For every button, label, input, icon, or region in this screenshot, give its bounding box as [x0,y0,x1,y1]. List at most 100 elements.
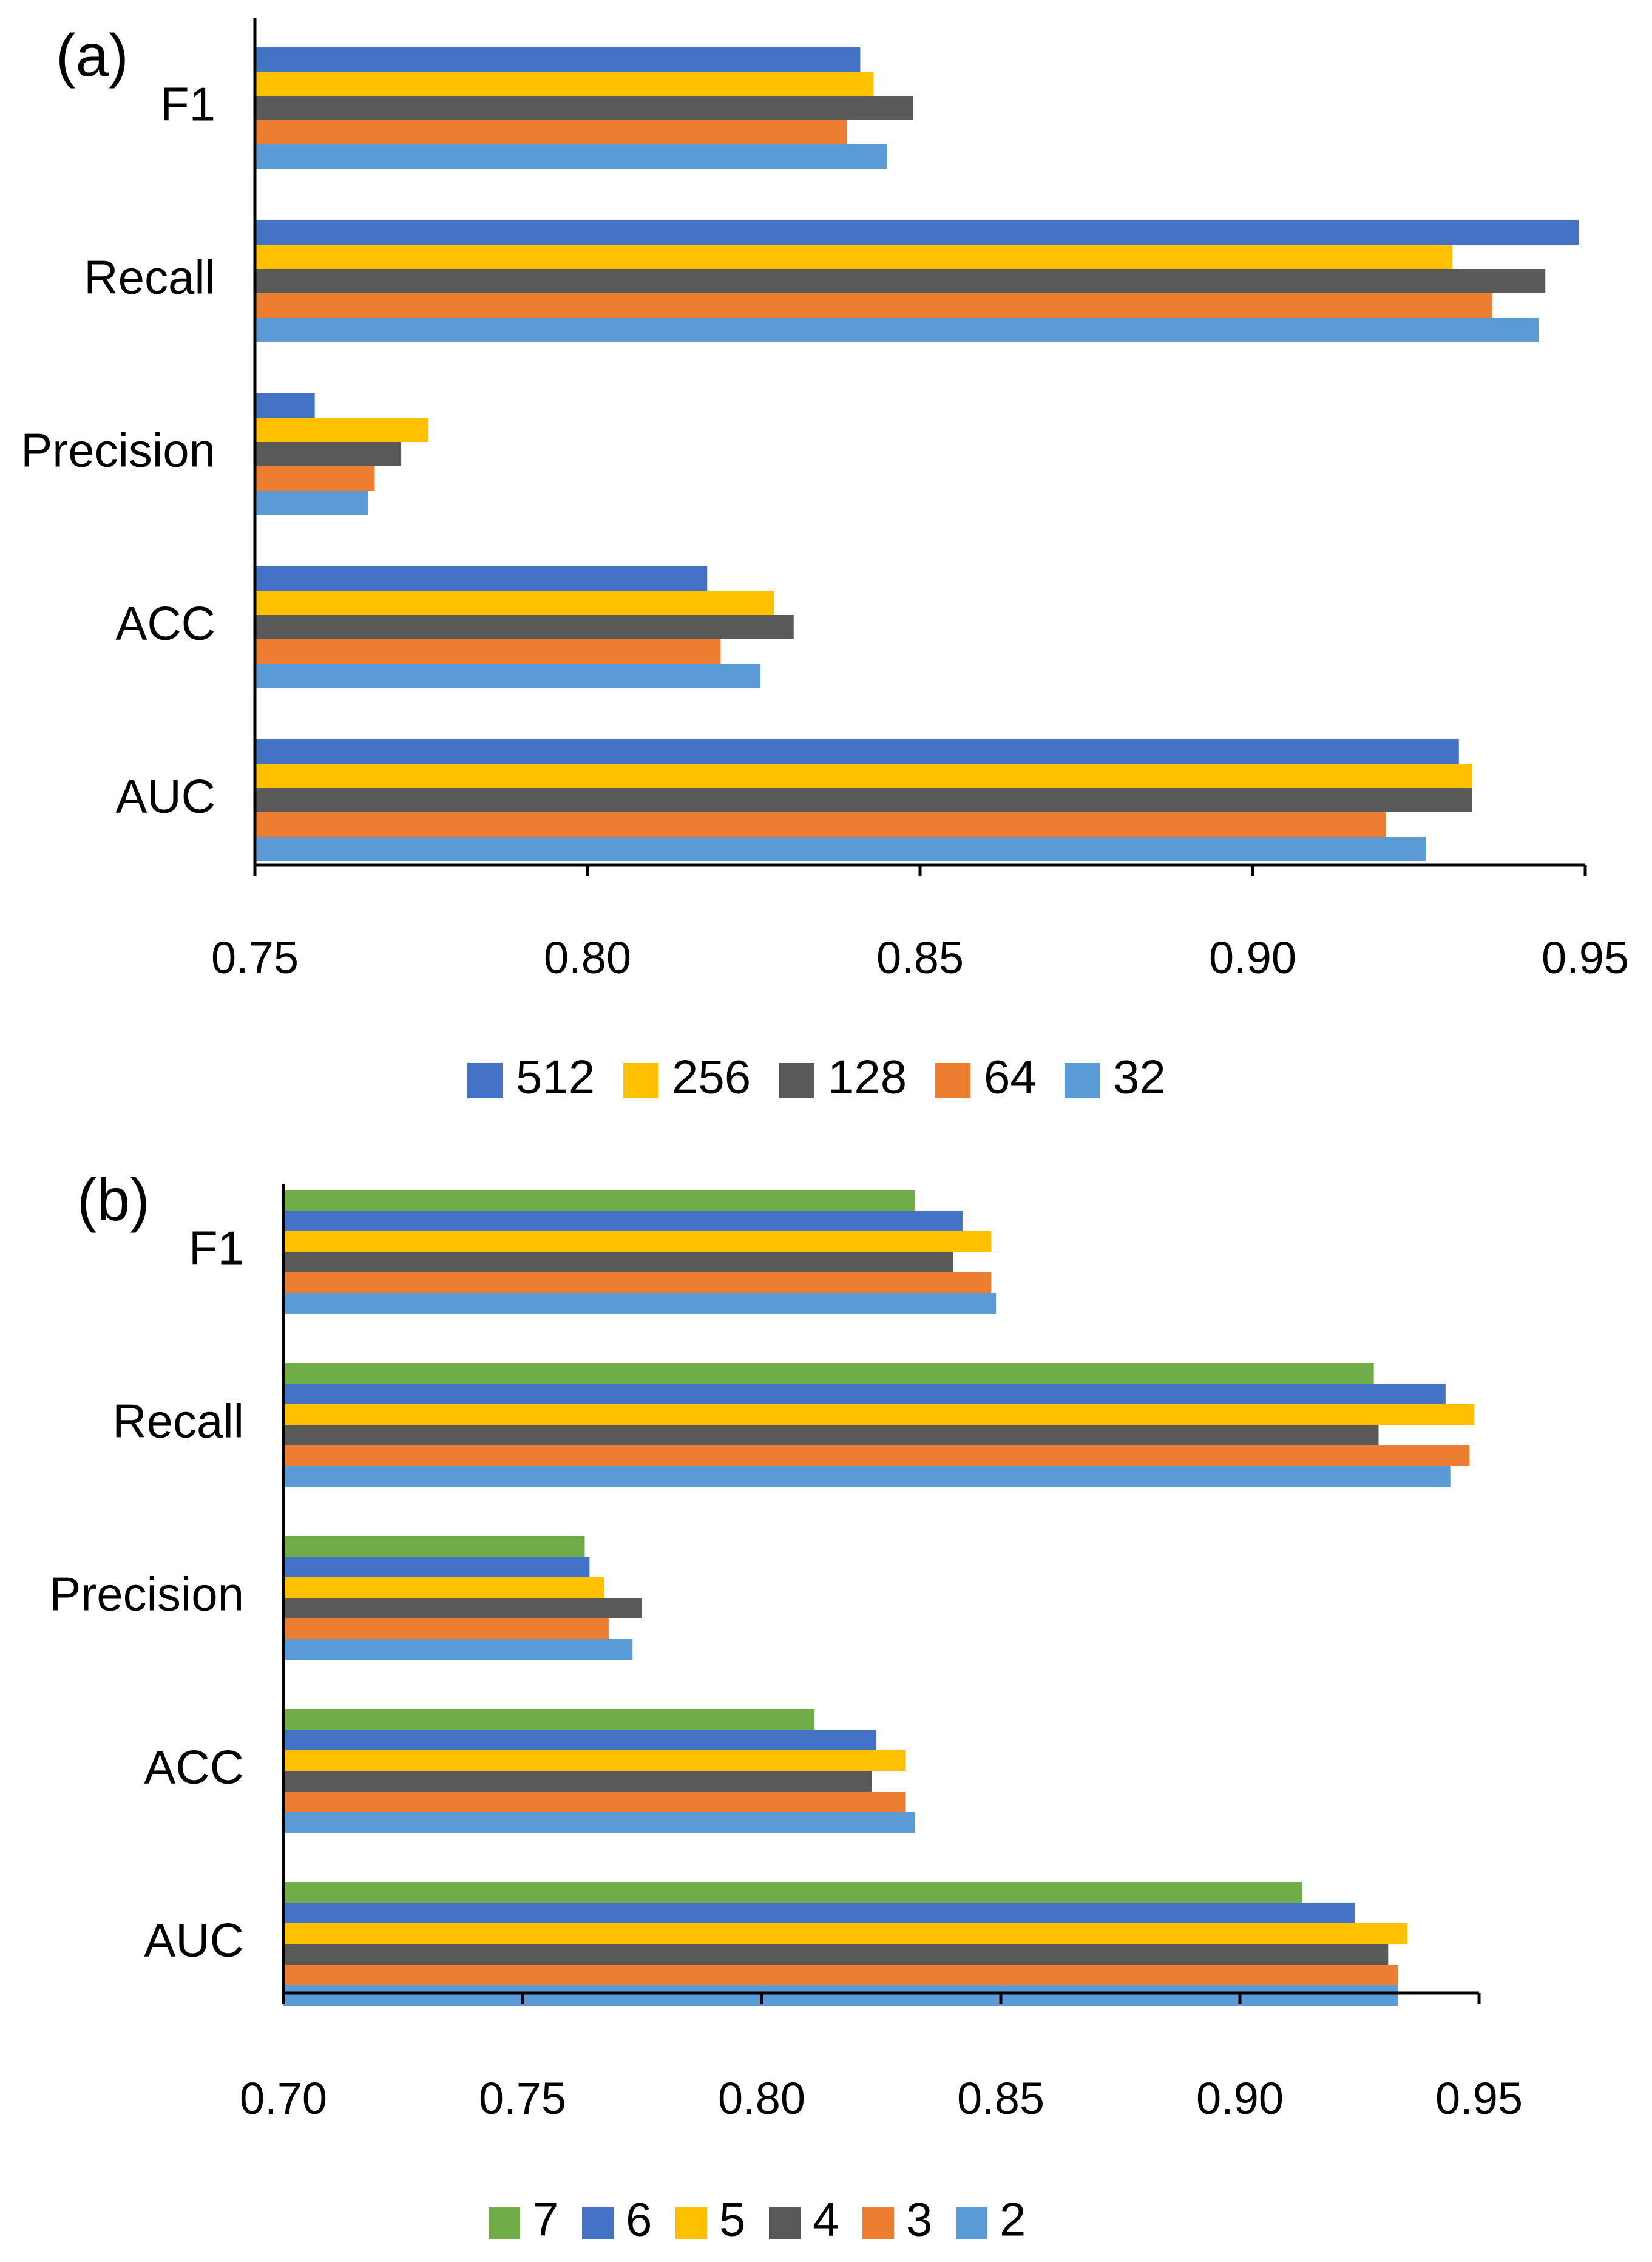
chart-b-bar-auc-6 [283,1903,1355,1923]
chart-a-legend-swatch-512 [467,1063,503,1098]
chart-b-legend-swatch-3 [862,2207,894,2239]
chart-a-legend-swatch-32 [1065,1063,1100,1098]
chart-b-bar-f1-4 [283,1252,953,1272]
chart-b-bar-recall-7 [283,1363,1374,1384]
chart-b-legend-swatch-5 [675,2207,707,2239]
chart-b-bar-f1-7 [283,1190,915,1211]
chart-a-bar-precision-512 [255,393,315,418]
chart-b-bar-recall-4 [283,1425,1379,1445]
chart-a-tick-label: 0.80 [544,932,631,983]
chart-b-legend-label-6: 6 [626,2193,652,2246]
chart-b-panel-label: (b) [77,1166,150,1233]
chart-a-bar-auc-128 [255,788,1472,812]
chart-b-category-label-auc: AUC [144,1914,244,1967]
chart-b-bar-recall-5 [283,1404,1475,1425]
chart-b-legend-swatch-4 [769,2207,801,2239]
chart-a-legend-label-256: 256 [672,1050,751,1104]
chart-a-tick-label: 0.75 [211,932,299,983]
chart-a-bar-auc-512 [255,739,1459,764]
chart-a: (a) F1 Recall Precision ACC AUC 0.75 0.80 0.85 0.… [21,18,1629,1104]
chart-b-bar-acc-7 [283,1709,814,1730]
chart-a-bar-auc-64 [255,812,1386,837]
chart-b-bar-acc-4 [283,1771,872,1792]
chart-a-bar-f1-32 [255,144,887,169]
chart-a-bar-acc-256 [255,591,774,615]
chart-b-bar-f1-6 [283,1211,963,1231]
chart-b-legend-label-5: 5 [719,2193,745,2246]
chart-a-bar-acc-512 [255,566,708,591]
chart-b-legend-swatch-7 [489,2207,520,2239]
chart-a-category-label-precision: Precision [21,424,215,477]
chart-a-panel-label: (a) [56,22,129,89]
chart-a-bar-acc-32 [255,664,760,688]
chart-b-category-label-precision: Precision [49,1567,244,1621]
chart-b-category-label-recall: Recall [112,1394,244,1448]
chart-b-bar-recall-2 [283,1466,1451,1487]
chart-a-bar-recall-32 [255,318,1539,342]
chart-a-bar-auc-256 [255,764,1472,788]
chart-a-tick-label: 0.90 [1209,932,1296,983]
chart-b-legend-label-3: 3 [906,2193,932,2246]
chart-b-bar-precision-3 [283,1618,609,1639]
chart-b-legend-label-4: 4 [813,2193,839,2246]
chart-b-bar-auc-4 [283,1944,1389,1965]
chart-b-bar-recall-3 [283,1445,1470,1466]
chart-a-bar-precision-64 [255,466,375,491]
chart-a-bar-f1-64 [255,120,847,144]
chart-a-bar-recall-512 [255,220,1579,245]
chart-b-category-label-f1: F1 [189,1221,244,1275]
chart-b-bar-precision-6 [283,1557,590,1577]
chart-a-category-label-f1: F1 [160,78,215,131]
chart-a-bar-auc-32 [255,837,1426,861]
chart-b-bar-acc-2 [283,1812,915,1833]
chart-b-bar-precision-7 [283,1536,585,1557]
chart-a-legend-swatch-256 [623,1063,658,1098]
chart-b-bar-precision-5 [283,1577,604,1598]
chart-a-bar-f1-512 [255,47,861,72]
chart-b-bar-auc-2 [283,1985,1398,2006]
chart-a-bar-recall-256 [255,245,1452,269]
chart-b-bar-acc-5 [283,1750,906,1771]
chart-b-bar-precision-2 [283,1639,633,1660]
chart-a-bar-recall-128 [255,269,1546,293]
chart-a-tick-label: 0.85 [876,932,964,983]
chart-a-bar-acc-64 [255,639,721,664]
chart-b-bar-f1-2 [283,1293,997,1314]
chart-b-tick-label: 0.95 [1435,2073,1523,2124]
chart-b-bar-acc-6 [283,1730,877,1750]
chart-b-bar-f1-3 [283,1272,992,1293]
chart-a-bar-precision-32 [255,491,368,515]
chart-b-category-label-acc: ACC [144,1741,244,1794]
chart-b-legend-label-2: 2 [1000,2193,1026,2246]
chart-a-legend-label-128: 128 [828,1050,907,1104]
chart-b-bar-acc-3 [283,1792,906,1812]
chart-a-tick-label: 0.95 [1542,932,1629,983]
chart-a-bar-recall-64 [255,293,1492,318]
chart-b-bar-auc-5 [283,1923,1407,1944]
chart-a-category-label-acc: ACC [115,597,215,650]
chart-b-bar-precision-4 [283,1598,642,1618]
chart-a-category-label-recall: Recall [84,251,215,304]
chart-b-tick-label: 0.75 [479,2073,566,2124]
chart-a-legend-swatch-64 [935,1063,970,1098]
chart-b-tick-label: 0.70 [240,2073,327,2124]
chart-b-tick-label: 0.85 [957,2073,1044,2124]
chart-b-legend-label-7: 7 [532,2193,558,2246]
chart-a-category-label-auc: AUC [115,770,215,823]
chart-b-tick-label: 0.90 [1196,2073,1284,2124]
chart-a-legend-swatch-128 [779,1063,814,1098]
chart-b-legend-swatch-2 [956,2207,987,2239]
chart-a-legend-label-512: 512 [516,1050,595,1104]
chart-a-legend-label-32: 32 [1113,1050,1166,1104]
chart-a-legend-label-64: 64 [984,1050,1037,1104]
chart-a-bar-f1-128 [255,96,914,120]
chart-a-bar-acc-128 [255,615,794,639]
chart-a-bar-precision-256 [255,418,428,442]
chart-a-bar-precision-128 [255,442,402,466]
chart-b-bar-auc-3 [283,1965,1398,1985]
chart-b: (b) F1 Recall Precision ACC AUC 0.70 0.75 0.80 0.… [49,1166,1523,2246]
chart-a-bar-f1-256 [255,72,874,96]
chart-b-tick-label: 0.80 [718,2073,805,2124]
chart-b-bar-f1-5 [283,1231,992,1252]
